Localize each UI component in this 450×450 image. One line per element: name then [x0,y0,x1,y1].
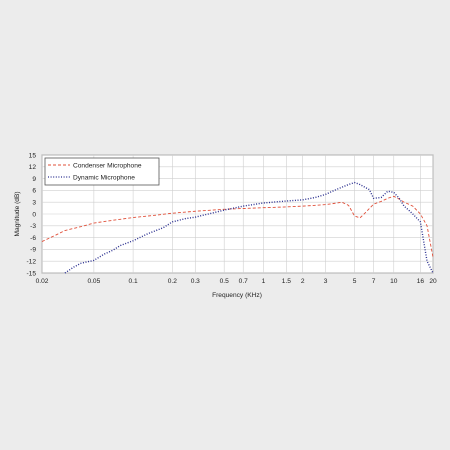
x-tick-label: 0.1 [129,278,138,285]
condenser-series-line [41,195,434,258]
x-tick-label: 1 [262,278,266,285]
y-tick-label: 0 [32,211,36,218]
grid-lines [41,154,434,274]
x-tick-label: 0.5 [220,278,229,285]
x-tick-label: 1.5 [282,278,291,285]
x-tick-label: 0.05 [87,278,100,285]
y-tick-label: 9 [32,176,36,183]
y-tick-labels: 15 12 9 6 3 0 -3 -6 -9 -12 -15 [26,152,36,277]
legend-box [44,157,160,186]
x-tick-label: 2 [301,278,305,285]
legend: Condenser Microphone Dynamic Microphone [44,157,160,186]
y-tick-label: -3 [30,223,36,230]
x-axis-label: Frequency (KHz) [212,292,262,299]
y-tick-label: 3 [32,200,36,207]
x-tick-label: 16 [417,278,425,285]
x-tick-labels: 0.02 0.05 0.1 0.2 0.3 0.5 0.7 1 1.5 2 3 5 7 10 16 20 [36,278,437,285]
x-tick-label: 10 [390,278,398,285]
legend-label-condenser: Condenser Microphone [73,163,142,170]
x-tick-label: 5 [353,278,357,285]
series-lines [41,181,434,274]
x-tick-label: 0.2 [168,278,177,285]
y-tick-label: -12 [26,259,36,266]
y-tick-label: -6 [30,235,36,242]
y-tick-label: -15 [26,270,36,277]
y-tick-label: 6 [32,188,36,195]
y-axis-label: Magnitude (dB) [14,191,21,236]
x-tick-label: 3 [324,278,328,285]
y-tick-label: 12 [29,164,37,171]
x-tick-label: 0.3 [191,278,200,285]
y-tick-label: -9 [30,247,36,254]
x-tick-label: 7 [372,278,376,285]
x-tick-label: 0.7 [239,278,248,285]
y-tick-label: 15 [29,152,37,159]
x-tick-label: 0.02 [36,278,49,285]
x-tick-label: 20 [429,278,437,285]
legend-label-dynamic: Dynamic Microphone [73,175,135,182]
